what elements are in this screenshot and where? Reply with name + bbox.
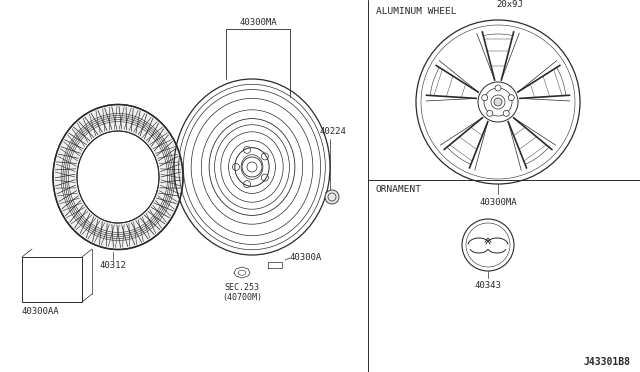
Text: SEC.253
(40700M): SEC.253 (40700M)	[222, 283, 262, 302]
Ellipse shape	[53, 105, 183, 250]
Circle shape	[494, 98, 502, 106]
Ellipse shape	[77, 131, 159, 223]
Text: 40312: 40312	[100, 262, 127, 270]
Circle shape	[508, 94, 515, 101]
Text: ORNAMENT: ORNAMENT	[376, 185, 422, 194]
Circle shape	[325, 190, 339, 204]
Circle shape	[487, 110, 493, 116]
Text: 40224: 40224	[320, 128, 347, 137]
Bar	[22, 257, 82, 302]
Text: 40343: 40343	[475, 281, 501, 290]
Circle shape	[482, 94, 488, 101]
Text: J43301B8: J43301B8	[583, 357, 630, 367]
Text: 40300A: 40300A	[290, 253, 323, 262]
Text: 40300MA: 40300MA	[479, 198, 517, 207]
Circle shape	[495, 85, 501, 91]
Text: 20x9J: 20x9J	[497, 0, 524, 9]
Text: 40300MA: 40300MA	[239, 18, 277, 27]
Text: 40300AA: 40300AA	[22, 307, 60, 316]
Circle shape	[503, 110, 509, 116]
Text: ALUMINUM WHEEL: ALUMINUM WHEEL	[376, 7, 456, 16]
